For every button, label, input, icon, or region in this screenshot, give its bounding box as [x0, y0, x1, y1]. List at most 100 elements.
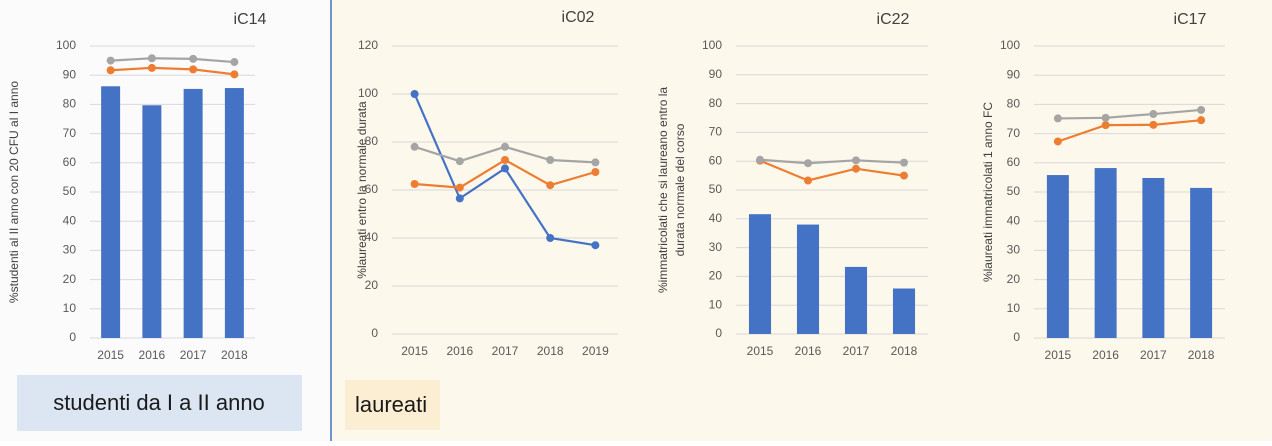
y-tick-label: 70	[709, 125, 723, 139]
y-tick-label: 60	[1007, 155, 1021, 169]
line-marker	[546, 234, 555, 242]
bar	[224, 88, 244, 338]
line-marker	[1197, 105, 1206, 114]
line	[110, 57, 235, 64]
bar	[892, 288, 916, 334]
y-axis-label: %studenti al II anno con 20 CFU al I ann…	[7, 81, 21, 303]
y-tick-label: 20	[709, 269, 723, 283]
line-marker	[852, 164, 860, 173]
y-tick-label: 100	[358, 86, 378, 100]
y-tick-label: 90	[63, 67, 77, 81]
line	[1057, 108, 1202, 120]
x-tick-label: 2015	[401, 344, 428, 358]
y-tick-label: 80	[709, 96, 723, 110]
line-marker	[455, 194, 464, 203]
y-tick-label: 60	[365, 182, 379, 196]
line-marker	[1053, 114, 1062, 123]
line-marker	[230, 70, 239, 79]
line-marker	[852, 156, 860, 165]
x-tick-label: 2017	[180, 348, 207, 362]
line	[759, 158, 905, 165]
line-marker	[189, 65, 198, 74]
line-marker	[455, 183, 464, 192]
bar	[183, 88, 203, 338]
y-axis-label: durata normale del corso	[673, 123, 687, 256]
y-axis-label: %laureati immatricolati 1 anno FC	[981, 102, 995, 282]
chart-title: iC22	[877, 11, 910, 28]
y-tick-label: 70	[63, 126, 77, 140]
bar	[1094, 168, 1117, 338]
line-marker	[804, 159, 812, 168]
panel-label: laureati	[355, 392, 427, 417]
line-marker	[591, 241, 600, 250]
line	[110, 66, 235, 76]
x-tick-label: 2018	[891, 344, 918, 358]
line-marker	[147, 54, 156, 63]
left-panel	[0, 0, 331, 441]
y-tick-label: 50	[709, 182, 723, 196]
y-tick-label: 70	[1007, 126, 1021, 140]
y-tick-label: 0	[371, 326, 378, 340]
x-tick-label: 2017	[492, 344, 519, 358]
y-tick-label: 120	[358, 38, 378, 52]
line-marker	[410, 180, 419, 188]
y-tick-label: 20	[1007, 272, 1021, 286]
line-marker	[410, 90, 419, 98]
panel-label-box	[345, 380, 440, 430]
x-tick-label: 2016	[139, 348, 166, 362]
y-axis-label: %laureati entro la normale durata	[355, 101, 369, 279]
line-marker	[1101, 113, 1110, 122]
y-tick-label: 30	[1007, 243, 1021, 257]
line-marker	[1149, 110, 1158, 119]
line-marker	[900, 171, 908, 180]
y-tick-label: 10	[709, 297, 723, 311]
y-tick-label: 90	[1007, 67, 1021, 81]
y-tick-label: 0	[69, 330, 76, 344]
y-tick-label: 80	[1007, 97, 1021, 111]
line-marker	[591, 158, 600, 167]
line-marker	[1197, 116, 1206, 125]
line-marker	[756, 155, 764, 164]
line-marker	[591, 168, 600, 176]
line-marker	[501, 164, 509, 173]
bar	[844, 266, 868, 334]
y-tick-label: 60	[709, 153, 723, 167]
x-tick-label: 2018	[221, 348, 248, 362]
right-panel	[332, 0, 1272, 441]
line-marker	[804, 176, 812, 185]
bar	[1142, 177, 1165, 338]
bar	[101, 86, 121, 339]
bar	[1190, 187, 1213, 338]
line-marker	[546, 181, 555, 190]
x-tick-label: 2016	[446, 344, 473, 358]
y-tick-label: 40	[709, 211, 723, 225]
bar	[748, 214, 772, 334]
line-marker	[501, 142, 509, 151]
y-tick-label: 40	[1007, 213, 1021, 227]
line-marker	[546, 156, 555, 164]
y-tick-label: 100	[1000, 38, 1020, 52]
y-tick-label: 30	[709, 240, 723, 254]
x-tick-label: 2015	[1045, 348, 1072, 362]
line-marker	[230, 58, 239, 67]
bar	[142, 105, 162, 338]
panel-label-box	[17, 375, 302, 431]
chart-title: iC17	[1174, 11, 1207, 28]
x-tick-label: 2016	[1092, 348, 1119, 362]
y-axis-label: %immatricolati che si laureano entro la	[656, 87, 670, 293]
y-tick-label: 50	[1007, 184, 1021, 198]
y-tick-label: 20	[365, 278, 379, 292]
y-tick-label: 0	[1013, 330, 1020, 344]
y-tick-label: 0	[715, 326, 722, 340]
line-marker	[501, 156, 509, 164]
line	[759, 159, 905, 182]
line-marker	[455, 157, 464, 166]
line-marker	[410, 142, 419, 151]
x-tick-label: 2017	[1140, 348, 1167, 362]
line-marker	[1149, 120, 1158, 129]
y-tick-label: 100	[56, 38, 76, 52]
x-tick-label: 2017	[843, 344, 870, 358]
x-tick-label: 2018	[537, 344, 564, 358]
y-tick-label: 50	[63, 184, 77, 198]
